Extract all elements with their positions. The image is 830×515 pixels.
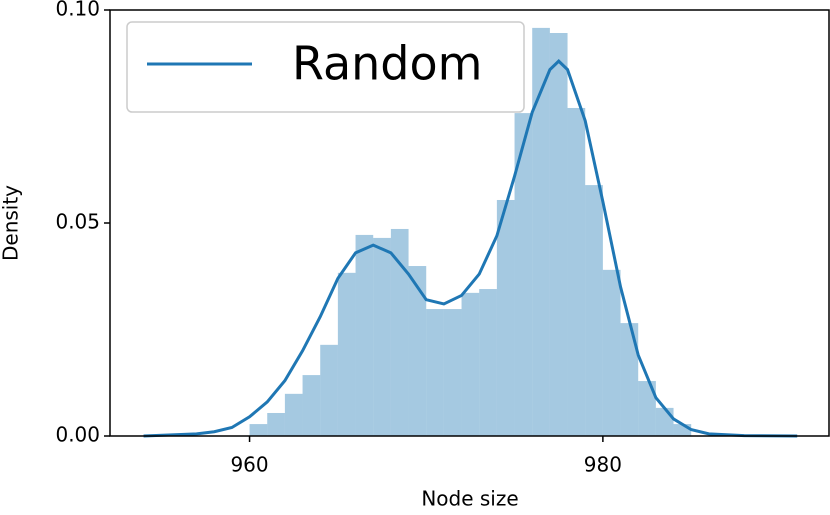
bar [426,309,444,436]
bar [284,393,303,436]
bar [514,113,533,436]
x-tick-label: 980 [584,453,622,477]
bar [373,237,391,436]
bar [337,272,356,436]
y-tick-label: 0.05 [55,210,100,234]
bar [602,269,621,436]
x-tick-label: 960 [230,453,268,477]
bar [443,309,462,436]
bar [390,228,409,436]
bar [267,412,285,436]
bar [567,107,586,436]
bar [461,292,480,436]
y-tick-label: 0.00 [55,423,100,447]
kde-line [143,59,798,438]
bar [673,424,692,436]
y-axis-label: Density [0,185,23,261]
bar [655,407,674,436]
bar [549,33,568,437]
y-tick-label: 0.10 [55,0,100,21]
bar [302,375,321,436]
bar [638,381,656,436]
x-axis-label: Node size [421,487,518,511]
bar [355,234,374,436]
bar [479,289,497,436]
legend-label: Random [292,37,482,91]
bar [496,199,515,436]
bar [320,344,338,436]
bar [408,266,427,436]
bar [532,27,550,437]
bar [620,323,639,436]
legend-box [126,21,525,113]
bar [249,424,268,436]
bar [585,185,603,436]
